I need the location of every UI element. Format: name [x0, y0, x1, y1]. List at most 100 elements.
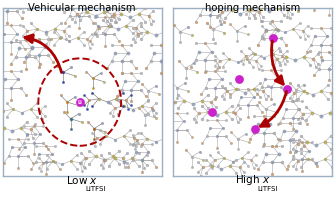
Point — [329, 152, 334, 155]
Point — [172, 24, 177, 27]
Point — [113, 20, 118, 23]
Point — [172, 67, 178, 70]
Point — [305, 24, 311, 27]
Point — [158, 60, 163, 63]
Point — [90, 91, 95, 94]
Point — [297, 121, 302, 125]
Point — [203, 172, 209, 175]
Point — [164, 5, 170, 8]
Point — [262, 77, 268, 80]
Point — [128, 94, 133, 97]
Point — [242, 161, 247, 164]
Point — [70, 6, 75, 9]
Point — [282, 14, 287, 17]
Point — [116, 112, 121, 115]
Point — [79, 162, 84, 165]
Point — [120, 157, 125, 160]
Point — [91, 127, 97, 130]
Point — [36, 54, 42, 57]
Point — [273, 28, 279, 31]
Point — [46, 54, 51, 57]
Point — [85, 120, 90, 123]
Point — [115, 28, 120, 31]
Point — [242, 24, 247, 28]
Point — [235, 148, 241, 151]
Point — [291, 28, 296, 31]
Point — [282, 63, 287, 66]
Point — [43, 45, 48, 49]
Point — [0, 41, 4, 44]
Point — [317, 50, 322, 53]
Point — [82, 156, 87, 159]
Point — [153, 84, 159, 87]
Point — [182, 99, 187, 102]
Point — [129, 71, 134, 74]
Point — [50, 159, 56, 163]
Point — [89, 141, 95, 144]
Point — [89, 33, 95, 36]
Point — [120, 91, 125, 94]
Point — [244, 3, 249, 6]
Point — [120, 105, 125, 108]
Point — [16, 137, 21, 141]
Point — [292, 150, 298, 154]
Point — [261, 114, 267, 117]
Point — [84, 11, 89, 14]
Point — [198, 14, 203, 17]
Point — [237, 77, 242, 80]
Point — [301, 90, 307, 93]
Point — [77, 100, 82, 104]
Point — [205, 0, 211, 3]
Point — [287, 150, 292, 153]
Point — [332, 159, 335, 163]
Point — [144, 137, 149, 140]
Point — [199, 99, 205, 102]
Point — [328, 148, 334, 151]
Point — [213, 5, 219, 8]
Point — [124, 24, 129, 28]
Point — [0, 118, 4, 121]
Point — [292, 1, 298, 4]
Point — [135, 32, 140, 35]
Point — [164, 51, 170, 55]
Point — [284, 49, 290, 52]
Point — [190, 102, 196, 106]
Point — [172, 6, 177, 9]
Point — [32, 55, 38, 58]
Point — [143, 7, 148, 10]
Point — [217, 19, 222, 22]
Point — [310, 93, 315, 96]
Point — [290, 13, 295, 16]
Point — [143, 20, 148, 23]
Point — [46, 148, 51, 151]
Point — [117, 162, 122, 166]
Point — [222, 16, 228, 20]
Point — [20, 10, 25, 13]
Point — [8, 24, 13, 27]
Point — [323, 158, 328, 161]
Point — [246, 16, 251, 19]
Point — [54, 64, 60, 67]
Point — [84, 107, 89, 110]
Point — [316, 52, 321, 55]
Point — [278, 86, 284, 89]
Point — [302, 145, 307, 148]
Point — [61, 81, 66, 84]
Point — [184, 128, 189, 131]
Point — [25, 8, 31, 11]
Point — [30, 161, 36, 164]
Point — [36, 156, 42, 159]
Point — [284, 59, 290, 62]
Point — [32, 133, 38, 136]
Point — [113, 138, 118, 141]
Point — [58, 35, 64, 38]
Point — [89, 43, 95, 46]
Point — [22, 146, 27, 149]
Point — [175, 107, 181, 110]
Point — [239, 95, 244, 99]
Point — [251, 88, 256, 91]
Point — [274, 57, 279, 60]
Point — [103, 130, 108, 133]
Point — [50, 60, 56, 64]
Point — [138, 71, 144, 74]
